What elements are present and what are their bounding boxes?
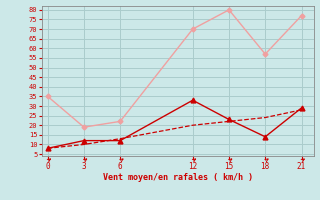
X-axis label: Vent moyen/en rafales ( km/h ): Vent moyen/en rafales ( km/h ) <box>103 173 252 182</box>
